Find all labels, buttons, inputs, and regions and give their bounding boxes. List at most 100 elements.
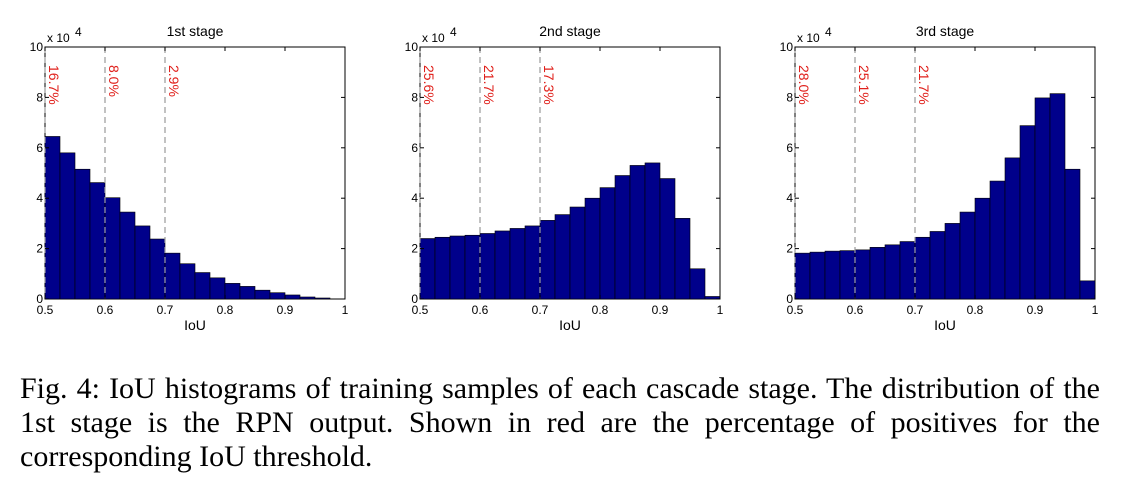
x-tick-label: 0.8 [967, 303, 984, 317]
histogram-bar [134, 225, 151, 300]
x-tick-label: 0.6 [847, 303, 864, 317]
histogram-bar [509, 228, 526, 300]
threshold-percentage: 17.3% [541, 65, 557, 105]
x-tick-label: 1 [1092, 303, 1099, 317]
y-scale-exponent: 4 [825, 25, 832, 39]
y-tick-label: 6 [36, 141, 43, 155]
x-tick-label: 0.5 [412, 303, 429, 317]
histogram-bar [299, 296, 316, 300]
histogram-bar [314, 297, 331, 300]
histogram-bar [674, 218, 691, 300]
histogram-bar [284, 294, 301, 300]
histogram-bar [479, 233, 496, 300]
histogram-bar [809, 251, 826, 300]
x-tick-label: 0.7 [157, 303, 174, 317]
histogram-bar [74, 168, 91, 300]
y-tick-label: 4 [36, 191, 43, 205]
y-tick-label: 0 [411, 292, 418, 306]
threshold-percentage: 21.7% [481, 65, 497, 105]
chart-title: 2nd stage [539, 23, 601, 39]
histogram-bar [884, 244, 901, 300]
histogram-bar [899, 241, 916, 300]
threshold-percentage: 8.0% [106, 65, 122, 97]
histogram-bar [944, 223, 961, 300]
threshold-percentage: 16.7% [46, 65, 62, 105]
histogram-bar [584, 197, 601, 300]
x-axis-label: IoU [934, 317, 956, 333]
y-tick-label: 4 [411, 191, 418, 205]
y-tick-label: 8 [411, 90, 418, 104]
histogram-bar [659, 178, 676, 300]
histogram-bar [1049, 93, 1066, 300]
threshold-percentage: 2.9% [166, 65, 182, 97]
histogram-bar [644, 162, 661, 300]
histogram-bar [1064, 168, 1081, 300]
histogram-bar [164, 252, 181, 300]
histogram-bar [1034, 97, 1051, 300]
x-tick-label: 0.7 [907, 303, 924, 317]
histogram-bar [464, 234, 481, 300]
histogram-bar [44, 136, 61, 300]
histogram-bar [149, 238, 166, 300]
y-tick-label: 0 [36, 292, 43, 306]
histogram-bar [839, 250, 856, 300]
histogram-bar [539, 220, 556, 300]
histogram-bar [824, 250, 841, 300]
histogram-bar [239, 286, 256, 300]
x-axis-label: IoU [559, 317, 581, 333]
chart-panel-3: 28.0% 25.1% 21.7%0.5 0.6 0.7 0.8 0.9 10246810x … [780, 23, 1099, 333]
histogram-bar [119, 211, 136, 300]
x-tick-label: 1 [717, 303, 724, 317]
histogram-bar [914, 236, 931, 300]
histogram-bar [689, 268, 706, 300]
histogram-bar [629, 165, 646, 300]
histogram-bar [854, 249, 871, 300]
histogram-bar [569, 206, 586, 300]
figure-caption: Fig. 4: IoU histograms of training sampl… [20, 372, 1100, 473]
histogram-bar [959, 211, 976, 300]
y-tick-label: 10 [405, 40, 419, 54]
y-tick-label: 2 [36, 242, 43, 256]
histogram-bar [89, 182, 106, 300]
histogram-bar [209, 277, 226, 300]
chart-title: 1st stage [167, 23, 224, 39]
chart-title: 3rd stage [916, 23, 975, 39]
histogram-bar [449, 235, 466, 300]
histogram-bar [974, 197, 991, 300]
threshold-percentage: 28.0% [796, 65, 812, 105]
x-tick-label: 0.7 [532, 303, 549, 317]
histogram-bar [179, 263, 196, 300]
y-tick-label: 4 [786, 191, 793, 205]
histogram-bar [614, 175, 631, 300]
x-tick-label: 0.9 [277, 303, 294, 317]
y-tick-label: 10 [30, 40, 44, 54]
histogram-bar [1004, 157, 1021, 300]
histogram-bar [224, 283, 241, 300]
histogram-bar [524, 225, 541, 300]
histogram-bar [929, 231, 946, 300]
histogram-bar [194, 272, 211, 300]
y-scale-exponent: 4 [75, 25, 82, 39]
histogram-bar [794, 252, 811, 300]
histogram-bar [59, 152, 76, 300]
histogram-bar [269, 292, 286, 300]
y-tick-label: 6 [411, 141, 418, 155]
histogram-bar [104, 197, 121, 300]
x-tick-label: 0.6 [472, 303, 489, 317]
histogram-bar [434, 236, 451, 300]
y-tick-label: 10 [780, 40, 794, 54]
x-tick-label: 1 [342, 303, 349, 317]
histogram-bar [869, 247, 886, 300]
histogram-bar [989, 180, 1006, 300]
y-tick-label: 2 [411, 242, 418, 256]
histogram-bar [554, 214, 571, 300]
y-tick-label: 2 [786, 242, 793, 256]
x-tick-label: 0.5 [37, 303, 54, 317]
histogram-bar [494, 230, 511, 300]
y-tick-label: 8 [786, 90, 793, 104]
histogram-bar [599, 187, 616, 300]
x-axis-label: IoU [184, 317, 206, 333]
threshold-percentage: 25.6% [421, 65, 437, 105]
